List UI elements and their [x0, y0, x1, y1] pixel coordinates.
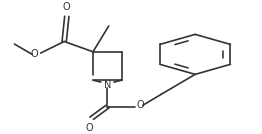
Text: O: O — [136, 100, 144, 110]
Text: N: N — [104, 80, 111, 90]
Text: O: O — [63, 2, 71, 12]
Text: O: O — [30, 49, 38, 59]
Text: O: O — [85, 123, 93, 133]
